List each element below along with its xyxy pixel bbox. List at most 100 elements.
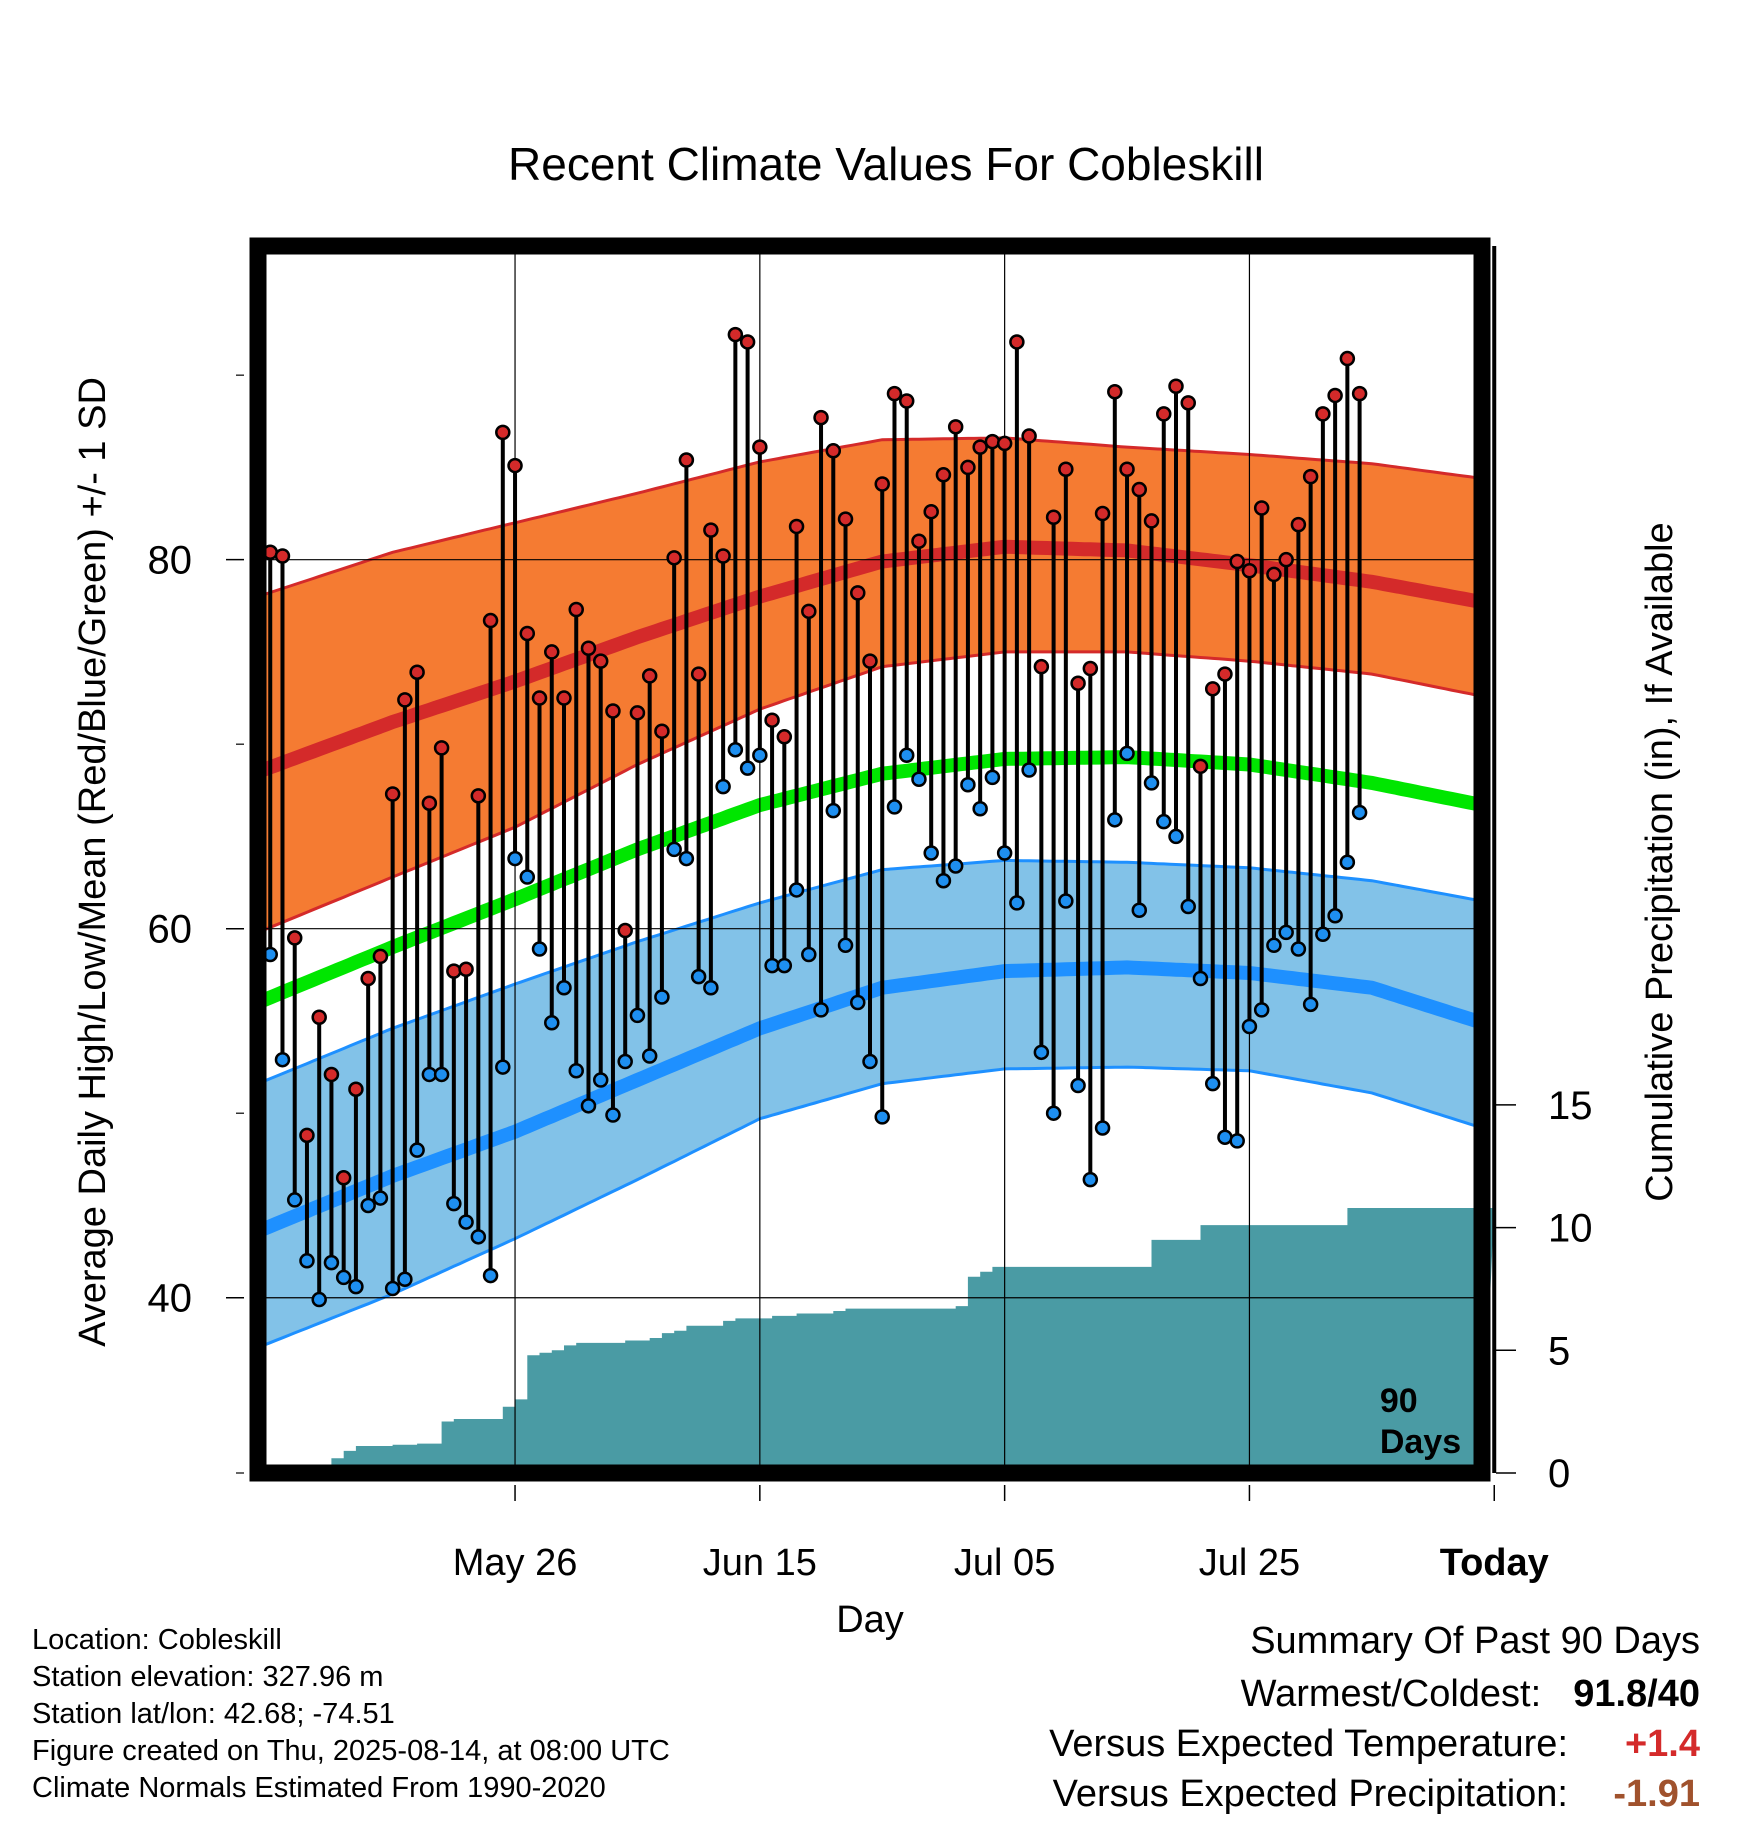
- daily-low-point: [617, 1053, 633, 1070]
- daily-high-point: [433, 740, 450, 756]
- daily-low-point: [409, 1142, 425, 1158]
- daily-low-point: [1241, 1018, 1258, 1035]
- daily-high-point: [360, 970, 376, 987]
- daily-low-point: [1156, 813, 1172, 830]
- daily-high-point: [409, 664, 425, 680]
- daily-high-point: [1009, 334, 1025, 350]
- daily-high-point: [960, 459, 976, 476]
- daily-high-point: [1021, 428, 1037, 444]
- daily-high-point: [1058, 461, 1074, 478]
- daily-high-point: [1278, 551, 1294, 568]
- daily-high-point: [739, 334, 756, 350]
- daily-high-point: [495, 424, 511, 441]
- daily-high-point: [972, 439, 988, 455]
- daily-low-point: [825, 802, 842, 819]
- info-normals: Climate Normals Estimated From 1990-2020: [32, 1772, 606, 1804]
- daily-low-point: [1119, 745, 1135, 762]
- daily-high-point: [1229, 553, 1245, 570]
- daily-low-point: [874, 1109, 890, 1125]
- summary-precip-value: -1.91: [1613, 1773, 1700, 1815]
- daily-high-point: [727, 326, 744, 343]
- daily-low-point: [678, 850, 695, 867]
- daily-high-point: [507, 457, 523, 474]
- daily-low-point: [1290, 941, 1307, 957]
- daily-low-point: [1315, 926, 1331, 942]
- daily-high-point: [984, 433, 1001, 450]
- info-created: Figure created on Thu, 2025-08-14, at 08…: [32, 1735, 670, 1767]
- daily-high-point: [1033, 658, 1050, 675]
- daily-low-point: [335, 1269, 352, 1286]
- daily-low-point: [703, 979, 719, 996]
- daily-low-point: [360, 1197, 376, 1214]
- today-label-line1: 90: [1380, 1382, 1418, 1420]
- daily-high-point: [654, 723, 670, 740]
- daily-low-point: [911, 771, 927, 787]
- daily-low-point: [544, 1015, 560, 1031]
- daily-high-point: [862, 653, 878, 669]
- daily-low-point: [641, 1048, 658, 1064]
- y-tick-label-right: 15: [1548, 1084, 1593, 1128]
- daily-high-point: [580, 640, 597, 656]
- daily-low-point: [776, 957, 793, 974]
- y-tick-label-right: 10: [1548, 1207, 1593, 1251]
- daily-low-point: [323, 1254, 340, 1271]
- daily-low-point: [1045, 1105, 1062, 1121]
- summary-precip-label: Versus Expected Precipitation:: [1052, 1773, 1568, 1815]
- daily-low-point: [1131, 902, 1148, 918]
- daily-high-point: [898, 393, 915, 409]
- daily-low-point: [1082, 1171, 1099, 1188]
- x-tick-label: Jul 05: [954, 1542, 1055, 1584]
- x-tick-label: Jun 15: [703, 1542, 817, 1584]
- daily-high-point: [1045, 509, 1062, 525]
- daily-high-point: [617, 922, 633, 939]
- daily-high-point: [286, 930, 303, 946]
- daily-low-point: [666, 841, 682, 858]
- daily-high-point: [752, 439, 768, 455]
- daily-high-point: [666, 550, 682, 566]
- daily-low-point: [1278, 924, 1294, 941]
- y-tick-label-left: 80: [148, 539, 193, 583]
- daily-low-point: [886, 799, 903, 815]
- daily-low-point: [397, 1271, 413, 1288]
- daily-high-point: [1302, 468, 1319, 485]
- summary-title: Summary Of Past 90 Days: [1250, 1620, 1700, 1662]
- summary-temp-label: Versus Expected Temperature:: [1049, 1723, 1568, 1765]
- daily-high-point: [384, 786, 401, 802]
- daily-high-point: [629, 705, 646, 721]
- daily-low-point: [458, 1214, 474, 1230]
- daily-high-point: [592, 653, 609, 669]
- y-axis-label-left: Average Daily High/Low/Mean (Red/Blue/Gr…: [72, 377, 114, 1347]
- daily-low-point: [1339, 854, 1356, 871]
- daily-low-point: [960, 777, 976, 793]
- daily-high-point: [335, 1170, 352, 1186]
- daily-high-point: [1168, 378, 1184, 394]
- daily-low-point: [568, 1063, 584, 1079]
- daily-high-point: [703, 522, 719, 538]
- daily-high-point: [813, 409, 829, 426]
- x-tick-label: Jul 25: [1199, 1542, 1300, 1584]
- daily-high-point: [996, 435, 1013, 452]
- daily-low-point: [935, 872, 952, 889]
- daily-low-point: [531, 941, 548, 957]
- daily-low-point: [801, 946, 817, 963]
- daily-high-point: [923, 503, 939, 520]
- plot-area: May 26 Jun 15 Jul 05 Jul 25 Today 40 60 80 0 5 10 1…: [148, 237, 1593, 1584]
- daily-high-point: [825, 443, 842, 459]
- daily-high-point: [1156, 406, 1172, 422]
- daily-high-point: [1180, 395, 1196, 411]
- daily-low-point: [1253, 1002, 1270, 1018]
- daily-low-point: [813, 1002, 829, 1018]
- daily-low-point: [947, 858, 964, 874]
- daily-high-point: [299, 1127, 315, 1144]
- daily-high-point: [1107, 384, 1123, 400]
- daily-low-point: [1327, 908, 1343, 924]
- daily-low-point: [592, 1072, 609, 1088]
- daily-low-point: [286, 1192, 303, 1208]
- summary-warmest-low: 40: [1657, 1673, 1700, 1715]
- summary-warmest-sep: /: [1647, 1673, 1658, 1715]
- daily-low-point: [507, 850, 523, 867]
- daily-high-point: [935, 467, 952, 483]
- daily-low-point: [1180, 898, 1196, 915]
- daily-high-point: [874, 476, 890, 492]
- summary-warmest-value: 91.8/40: [1573, 1673, 1700, 1716]
